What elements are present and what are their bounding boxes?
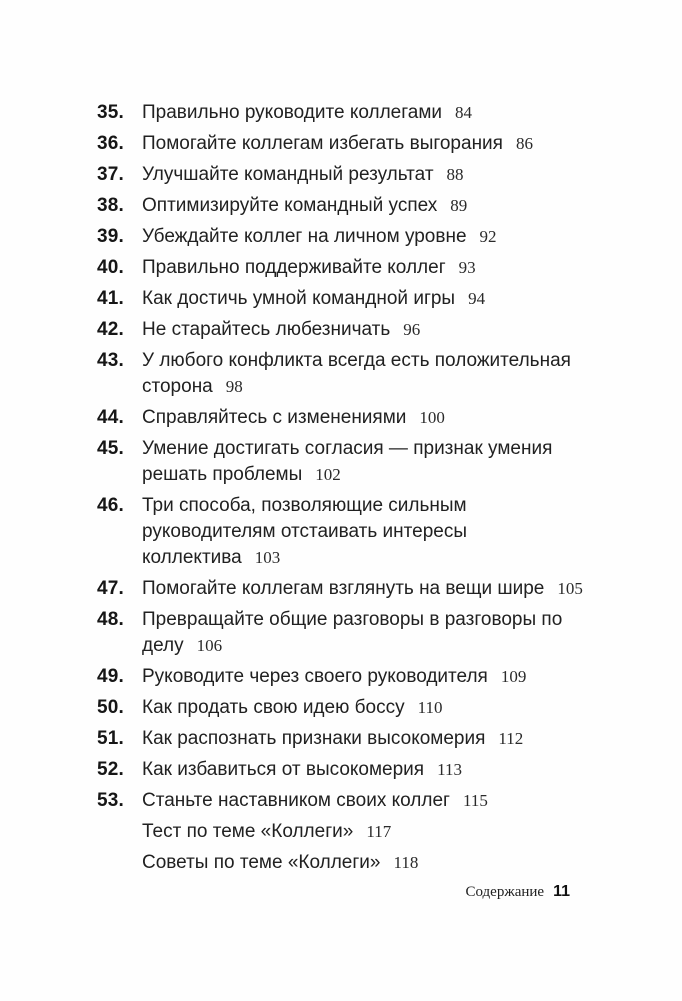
- toc-entry-title: Советы по теме «Коллеги»: [142, 852, 381, 873]
- toc-entry-number: 46.: [97, 495, 125, 516]
- toc-entry: 50. Как продать свою идею боссу 110: [97, 695, 682, 721]
- toc-entry-page: 92: [479, 227, 497, 246]
- toc-entry: 49. Руководите через своего руководителя…: [97, 664, 682, 690]
- toc-entry: Тест по теме «Коллеги» 117: [97, 819, 682, 845]
- toc-entry-page: 84: [455, 103, 473, 122]
- toc-entry-page: 113: [437, 760, 462, 779]
- toc-entry: 43. У любого конфликта всегда есть полож…: [97, 348, 682, 400]
- toc-entry-page: 103: [254, 548, 281, 567]
- toc-entry-title: Три способа, позволяющие сильным руковод…: [142, 495, 467, 568]
- toc-entry: 36. Помогайте коллегам избегать выгорани…: [97, 131, 682, 157]
- toc-entry-title: Справляйтесь с изменениями: [142, 407, 407, 428]
- toc-entry: 51. Как распознать признаки высокомерия 1…: [97, 726, 682, 752]
- toc-entry-number: 43.: [97, 350, 125, 371]
- toc-entry-number: 53.: [97, 790, 125, 811]
- toc-entry-title: Превращайте общие разговоры в разговоры …: [142, 609, 563, 656]
- toc-entry: 38. Оптимизируйте командный успех 89: [97, 193, 682, 219]
- toc-entry-number: 52.: [97, 759, 125, 780]
- toc-entry-number: 41.: [97, 288, 125, 309]
- toc-entry-number: 51.: [97, 728, 125, 749]
- toc-entry-page: 109: [500, 667, 527, 686]
- toc-entry-number: 36.: [97, 133, 125, 154]
- toc-entry-page: 106: [196, 636, 223, 655]
- toc-entry: 53. Станьте наставником своих коллег 115: [97, 788, 682, 814]
- toc-entry-page: 110: [417, 698, 443, 717]
- toc-entry-title: Умение достигать согласия — признак умен…: [142, 438, 553, 485]
- toc-list: 35. Правильно руководите коллегами 84 36.…: [97, 100, 682, 876]
- toc-entry-page: 96: [403, 320, 421, 339]
- toc-entry-title: Улучшайте командный результат: [142, 164, 434, 185]
- toc-entry-title: Не старайтесь любезничать: [142, 319, 391, 340]
- toc-entry-number: 42.: [97, 319, 125, 340]
- toc-entry: 42. Не старайтесь любезничать 96: [97, 317, 682, 343]
- toc-entry-number: 35.: [97, 102, 125, 123]
- toc-entry-page: 118: [393, 853, 419, 872]
- toc-entry-title: Тест по теме «Коллеги»: [142, 821, 354, 842]
- toc-entry-page: 94: [468, 289, 486, 308]
- toc-entry-number: 50.: [97, 697, 125, 718]
- toc-entry-page: 102: [315, 465, 341, 484]
- toc-entry: 41. Как достичь умной командной игры 94: [97, 286, 682, 312]
- toc-entry-title: Как достичь умной командной игры: [142, 288, 456, 309]
- toc-entry-number: 40.: [97, 257, 125, 278]
- toc-entry-page: 117: [366, 822, 392, 841]
- toc-entry: 44. Справляйтесь с изменениями 100: [97, 405, 682, 431]
- toc-entry-title: Оптимизируйте командный успех: [142, 195, 438, 216]
- toc-entry: 47. Помогайте коллегам взглянуть на вещи…: [97, 576, 682, 602]
- toc-entry-title: Помогайте коллегам взглянуть на вещи шир…: [142, 578, 545, 599]
- toc-entry-title: У любого конфликта всегда есть положител…: [142, 350, 571, 397]
- toc-entry: 40. Правильно поддерживайте коллег 93: [97, 255, 682, 281]
- toc-entry-title: Руководите через своего руководителя: [142, 666, 488, 687]
- toc-entry-page: 93: [458, 258, 476, 277]
- toc-entry-title: Как избавиться от высокомерия: [142, 759, 425, 780]
- toc-entry: 48. Превращайте общие разговоры в разгов…: [97, 607, 682, 659]
- toc-entry-number: 45.: [97, 438, 125, 459]
- toc-entry-page: 115: [462, 791, 488, 810]
- toc-entry-page: 105: [557, 579, 583, 598]
- toc-entry: 52. Как избавиться от высокомерия 113: [97, 757, 682, 783]
- footer-section-label: Содержание: [465, 884, 545, 900]
- toc-entry-title: Правильно руководите коллегами: [142, 102, 443, 123]
- toc-entry-page: 89: [450, 196, 468, 215]
- toc-entry-page: 100: [419, 408, 445, 427]
- toc-entry-number: 48.: [97, 609, 125, 630]
- toc-entry-title: Станьте наставником своих коллег: [142, 790, 450, 811]
- toc-entry-page: 88: [446, 165, 464, 184]
- toc-entry: 35. Правильно руководите коллегами 84: [97, 100, 682, 126]
- toc-entry: 46. Три способа, позволяющие сильным рук…: [97, 493, 682, 571]
- footer: Содержание 11: [465, 883, 570, 901]
- toc-entry-number: 38.: [97, 195, 125, 216]
- footer-page-number: 11: [553, 883, 570, 900]
- toc-entry-title: Как продать свою идею боссу: [142, 697, 405, 718]
- toc-entry-page: 98: [225, 377, 243, 396]
- toc-entry-number: 39.: [97, 226, 125, 247]
- toc-entry-title: Правильно поддерживайте коллег: [142, 257, 446, 278]
- toc-entry-number: 37.: [97, 164, 125, 185]
- toc-entry-number: 44.: [97, 407, 125, 428]
- toc-entry: 45. Умение достигать согласия — признак …: [97, 436, 682, 488]
- toc-entry-title: Убеждайте коллег на личном уровне: [142, 226, 467, 247]
- toc-entry-title: Помогайте коллегам избегать выгорания: [142, 133, 503, 154]
- toc-entry: 37. Улучшайте командный результат 88: [97, 162, 682, 188]
- toc-entry-title: Как распознать признаки высокомерия: [142, 728, 486, 749]
- toc-entry: Советы по теме «Коллеги» 118: [97, 850, 682, 876]
- toc-entry-number: 47.: [97, 578, 125, 599]
- toc-entry-page: 86: [515, 134, 533, 153]
- toc-entry-number: 49.: [97, 666, 125, 687]
- toc-entry: 39. Убеждайте коллег на личном уровне 92: [97, 224, 682, 250]
- toc-entry-page: 112: [498, 729, 524, 748]
